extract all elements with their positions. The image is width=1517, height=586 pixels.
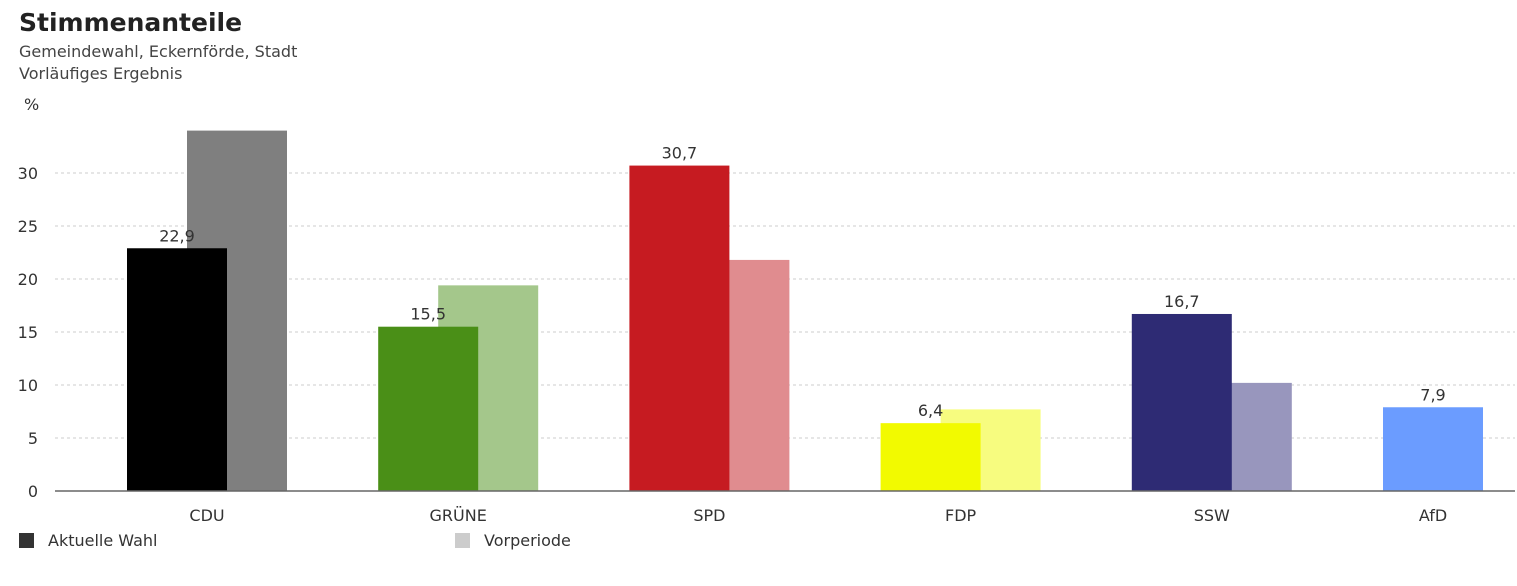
data-label-CDU: 22,9 [159,226,195,245]
y-tick-label-0: 0 [28,482,38,501]
legend-label-current: Aktuelle Wahl [48,531,158,550]
bar-current-CDU [127,248,227,491]
chart-subtitle: Gemeindewahl, Eckernförde, Stadt [19,42,298,61]
bar-current-AfD [1383,407,1483,491]
legend-swatch-previous [455,533,470,548]
bar-current-SSW [1131,313,1232,491]
data-label-SPD: 30,7 [662,144,698,163]
y-tick-label-15: 15 [18,323,38,342]
y-tick-label-5: 5 [28,429,38,448]
x-tick-label-CDU: CDU [189,506,224,525]
y-tick-label-20: 20 [18,270,38,289]
bar-current-SPD [629,165,730,491]
data-label-FDP: 6,4 [918,401,943,420]
y-tick-label-10: 10 [18,376,38,395]
x-tick-label-FDP: FDP [945,506,977,525]
x-tick-label-SPD: SPD [693,506,725,525]
bar-current-GRÜNE [378,326,479,491]
bar-current-FDP [880,423,981,491]
legend-item-current[interactable]: Aktuelle Wahl [19,531,157,550]
data-label-AfD: 7,9 [1420,385,1445,404]
legend-label-previous: Vorperiode [484,531,571,550]
data-label-GRÜNE: 15,5 [410,305,446,324]
legend-swatch-current [19,533,34,548]
x-tick-label-GRÜNE: GRÜNE [430,506,487,525]
legend-item-previous[interactable]: Vorperiode [455,531,571,550]
x-tick-label-SSW: SSW [1194,506,1230,525]
data-label-SSW: 16,7 [1164,292,1200,311]
y-tick-label-30: 30 [18,164,38,183]
y-tick-label-25: 25 [18,217,38,236]
y-axis-unit: % [24,95,39,114]
chart-title: Stimmenanteile [19,8,243,37]
x-tick-label-AfD: AfD [1419,506,1447,525]
chart-note: Vorläufiges Ergebnis [19,64,183,83]
